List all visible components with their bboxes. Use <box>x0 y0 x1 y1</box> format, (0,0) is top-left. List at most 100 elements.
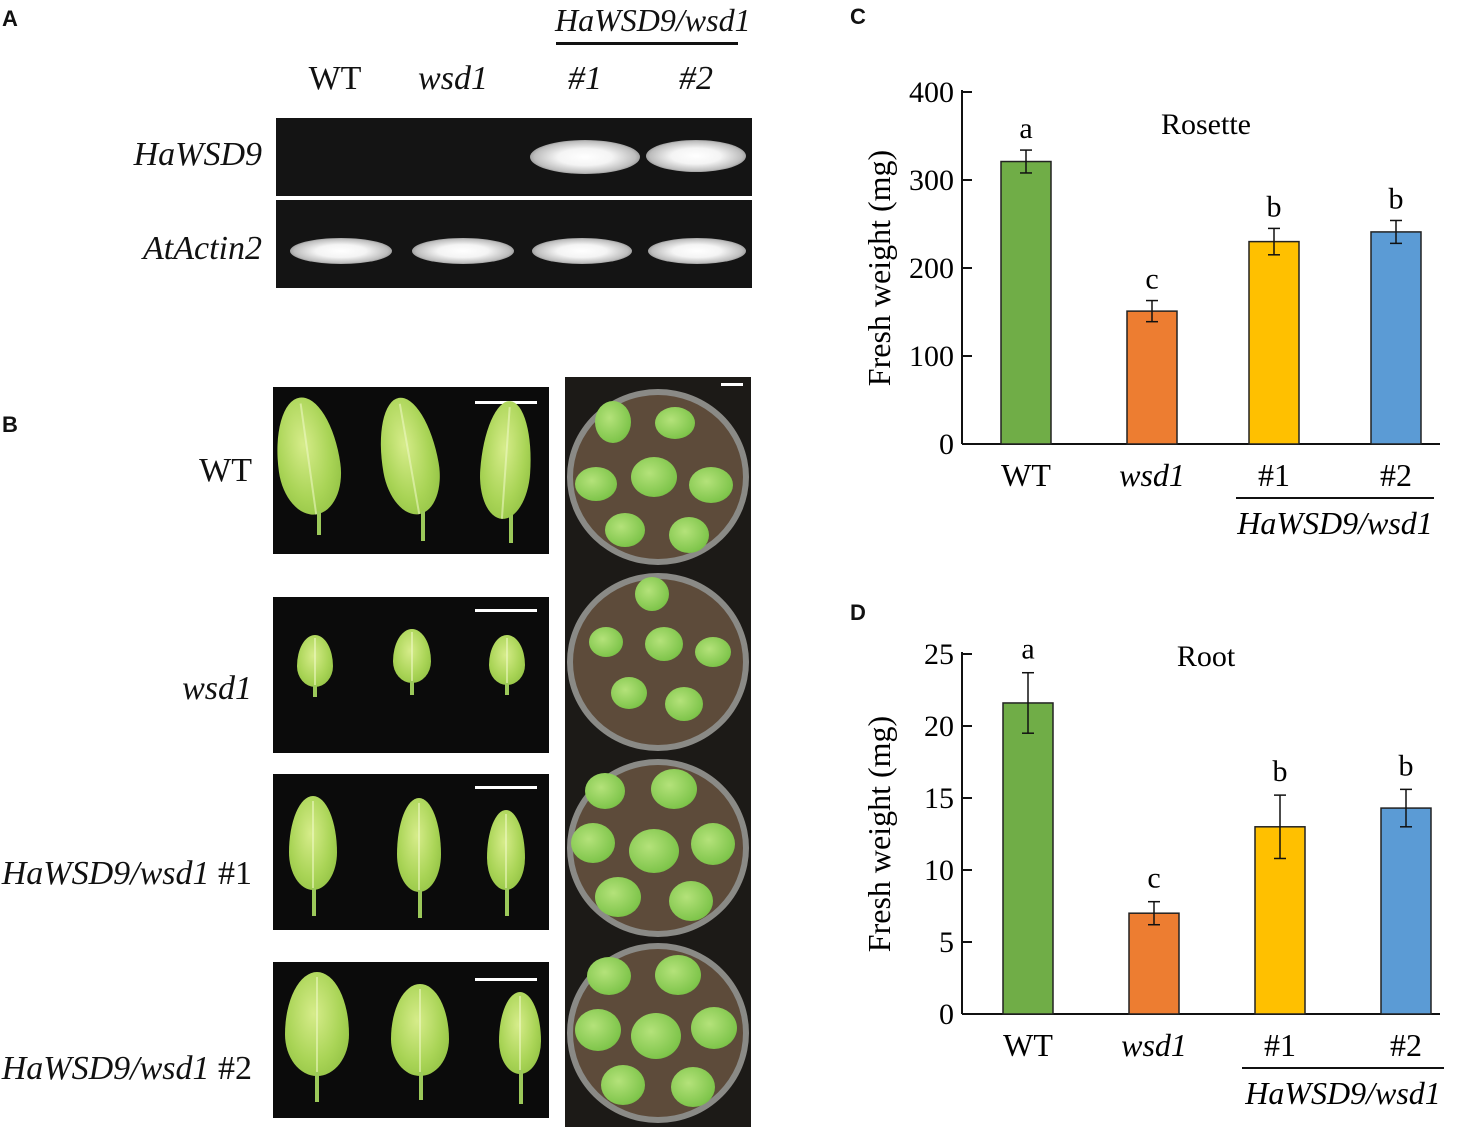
bar-wsd1 <box>1126 310 1178 445</box>
rosette-leaf <box>691 823 735 865</box>
leaf <box>371 393 447 519</box>
y-tick-label: 15 <box>924 782 954 815</box>
rosette-leaf <box>651 769 697 809</box>
x-tick-label: WT <box>1001 457 1051 493</box>
group-label: HaWSD9/wsd1 <box>1236 505 1433 541</box>
gel-band <box>532 238 632 264</box>
leaf-photo-wsd1 <box>273 597 549 753</box>
leaf-petiole <box>418 890 422 918</box>
chart-title: Rosette <box>1161 108 1251 141</box>
leaf-photo-wt <box>273 387 549 554</box>
panel-d-letter: D <box>850 600 866 625</box>
rosette-leaf <box>595 401 631 443</box>
leaf-petiole <box>317 511 321 535</box>
scale-bar <box>721 383 743 386</box>
leaf <box>487 810 525 890</box>
leaf <box>476 399 536 521</box>
rosette-leaf <box>585 773 625 809</box>
x-tick-label: #2 <box>1380 457 1412 493</box>
y-tick-label: 25 <box>924 638 954 671</box>
leaf-petiole <box>505 888 509 916</box>
y-tick-label: 300 <box>909 164 954 197</box>
chart-title: Root <box>1177 640 1236 673</box>
y-tick-label: 10 <box>924 854 954 887</box>
gel-band <box>530 140 640 174</box>
group-label: HaWSD9/wsd1 <box>1244 1075 1441 1111</box>
significance-letter: b <box>1399 749 1414 782</box>
row-label-genotype: HaWSD9/wsd1 <box>1 1050 210 1087</box>
rosette-leaf <box>631 457 677 497</box>
y-axis-label: Fresh weight (mg) <box>861 716 897 952</box>
bar-line1 <box>1248 240 1300 445</box>
leaf-photo-line1 <box>273 774 549 930</box>
leaf <box>393 629 431 683</box>
x-tick-label: wsd1 <box>1119 457 1185 493</box>
bar-WT <box>1002 702 1054 1015</box>
row-label-line1: HaWSD9/wsd1 #1 <box>0 855 252 893</box>
rosette-leaf <box>631 1013 681 1059</box>
scale-bar <box>475 786 537 789</box>
bar-wsd1 <box>1128 912 1180 1015</box>
rosette-leaf <box>611 677 647 709</box>
y-axis-label: Fresh weight (mg) <box>861 150 897 386</box>
significance-letter: a <box>1021 633 1034 666</box>
rosette-leaf <box>671 1067 715 1107</box>
leaf-petiole <box>312 888 316 916</box>
scale-bar <box>475 609 537 612</box>
rosette-leaf <box>601 1065 645 1105</box>
significance-letter: b <box>1273 755 1288 788</box>
row-label-wt: WT <box>0 452 252 490</box>
rosette-leaf <box>665 687 703 721</box>
leaf <box>285 972 349 1076</box>
leaf <box>297 635 333 687</box>
leaf-petiole <box>505 683 509 695</box>
panel-a-letter: A <box>2 6 18 31</box>
leaf-petiole <box>410 681 414 695</box>
panel-b-letter: B <box>2 412 18 437</box>
leaf-petiole <box>313 685 317 697</box>
gel-band <box>290 238 392 264</box>
pot-photo-column <box>565 377 751 1127</box>
gel-band <box>412 238 514 264</box>
rosette-leaf <box>655 407 695 439</box>
rosette-leaf <box>635 577 669 611</box>
row-label-line: #1 <box>209 855 252 892</box>
significance-letter: b <box>1389 182 1404 215</box>
lane-label-2: #2 <box>679 60 713 97</box>
leaf <box>391 984 449 1076</box>
significance-letter: c <box>1145 263 1158 296</box>
x-tick-label: #1 <box>1258 457 1290 493</box>
rosette-leaf <box>571 823 615 863</box>
y-tick-label: 200 <box>909 252 954 285</box>
y-tick-label: 400 <box>909 76 954 109</box>
rosette-leaf <box>691 1007 737 1049</box>
gel-strip-atactin2 <box>276 200 752 288</box>
leaf-petiole <box>419 1072 423 1100</box>
significance-letter: c <box>1147 862 1160 895</box>
chart-rosette: 0 100 200 300 400 Fresh weight (mg) Rosette a WT… <box>861 76 1440 541</box>
y-tick-label: 20 <box>924 710 954 743</box>
lane-label-1: #1 <box>568 60 602 97</box>
x-tick-label: #1 <box>1264 1027 1296 1063</box>
rosette-leaf <box>575 1009 621 1051</box>
gel-strip-hawsd9 <box>276 118 752 196</box>
leaf <box>489 635 525 685</box>
rosette-leaf <box>605 513 645 547</box>
leaf <box>289 796 337 890</box>
rosette-leaf <box>689 467 733 503</box>
row-label-text: wsd1 <box>182 670 252 707</box>
leaf <box>499 992 541 1074</box>
gene-label-atactin2: AtActin2 <box>143 230 262 267</box>
y-tick-label: 0 <box>939 428 954 461</box>
row-label-wsd1: wsd1 <box>0 670 252 708</box>
gel-band <box>648 238 746 264</box>
significance-letter: b <box>1267 190 1282 223</box>
rosette-leaf <box>645 627 683 661</box>
gene-label-hawsd9: HaWSD9 <box>133 136 262 173</box>
rosette-leaf <box>655 955 701 995</box>
panel-c-letter: C <box>850 4 866 29</box>
gel-band <box>646 140 746 172</box>
rosette-leaf <box>695 637 731 667</box>
gel-header-line <box>556 42 738 45</box>
y-tick-label: 100 <box>909 340 954 373</box>
